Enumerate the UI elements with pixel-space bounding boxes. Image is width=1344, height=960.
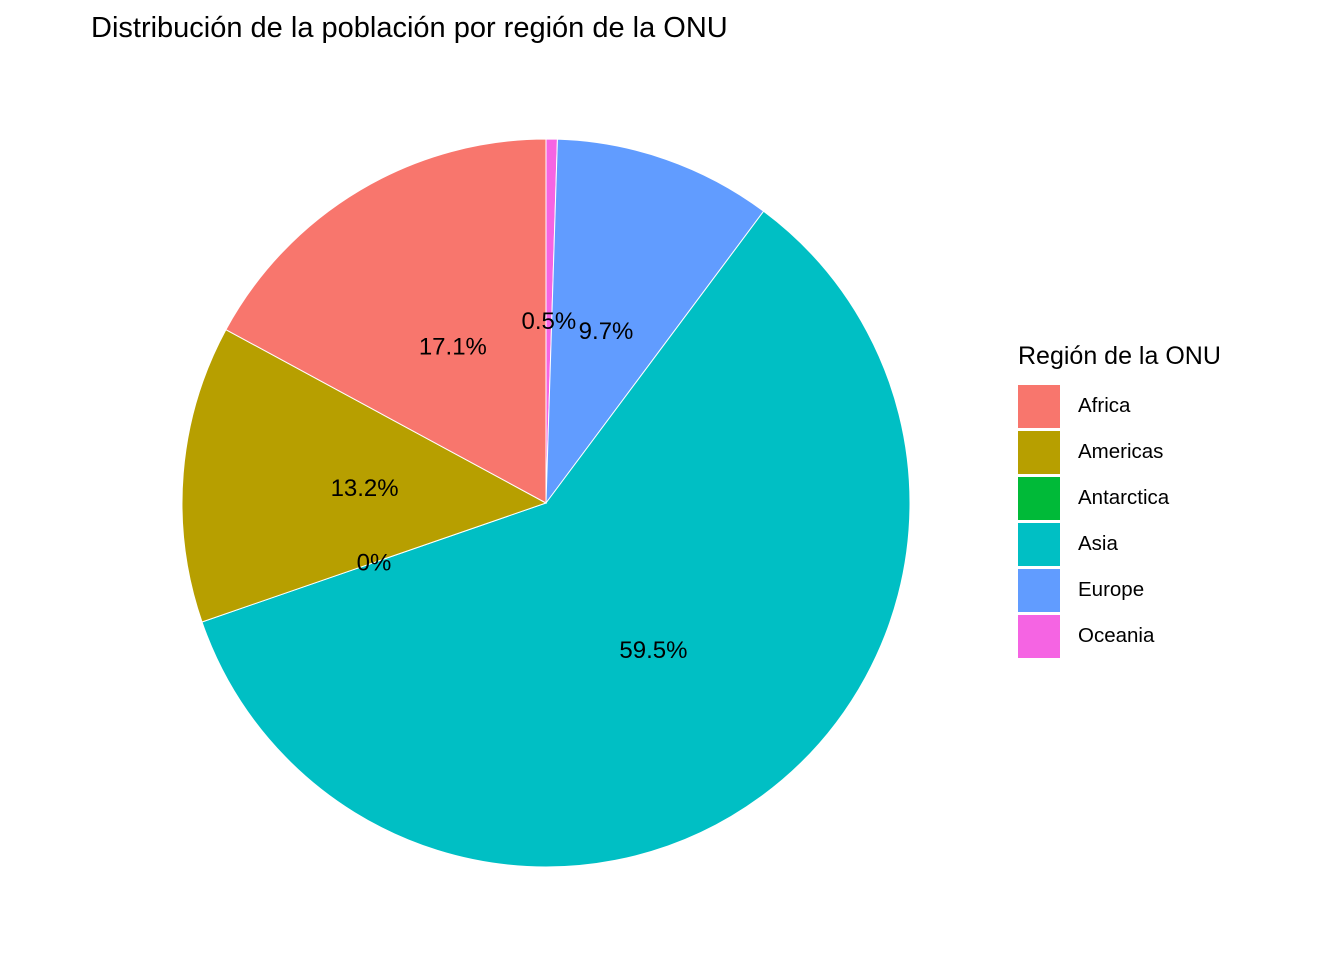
pie-slice-europe: [545, 138, 765, 505]
legend-title: Región de la ONU: [1018, 342, 1221, 370]
pie-slice-asia: [201, 210, 911, 868]
legend-swatch: [1018, 614, 1060, 658]
slice-label-oceania: 0.5%: [522, 308, 577, 335]
slice-label-asia: 59.5%: [619, 637, 687, 664]
legend-swatch: [1018, 476, 1060, 520]
legend-item-oceania: Oceania: [1018, 613, 1221, 659]
legend-label: Africa: [1078, 394, 1131, 417]
legend-label: Americas: [1078, 440, 1164, 463]
legend-item-asia: Asia: [1018, 521, 1221, 567]
pie-slice-africa: [225, 138, 547, 504]
legend: Región de la ONU Africa Americas Antarctic…: [1018, 342, 1221, 659]
legend-label: Asia: [1078, 532, 1118, 555]
slice-label-europe: 9.7%: [579, 318, 634, 345]
legend-swatch: [1018, 430, 1060, 474]
pie-slice-americas: [181, 328, 548, 623]
legend-item-africa: Africa: [1018, 383, 1221, 429]
legend-item-europe: Europe: [1018, 567, 1221, 613]
chart-title: Distribución de la población por región …: [91, 12, 728, 44]
legend-swatch: [1018, 384, 1060, 428]
legend-item-antarctica: Antarctica: [1018, 475, 1221, 521]
legend-label: Europe: [1078, 578, 1145, 601]
legend-item-americas: Americas: [1018, 429, 1221, 475]
legend-label: Oceania: [1078, 624, 1155, 647]
legend-label: Antarctica: [1078, 486, 1170, 509]
slice-label-africa: 17.1%: [419, 334, 487, 361]
legend-swatch: [1018, 522, 1060, 566]
slice-label-americas: 13.2%: [331, 475, 399, 502]
legend-swatch: [1018, 568, 1060, 612]
slice-label-antarctica: 0%: [357, 549, 392, 576]
